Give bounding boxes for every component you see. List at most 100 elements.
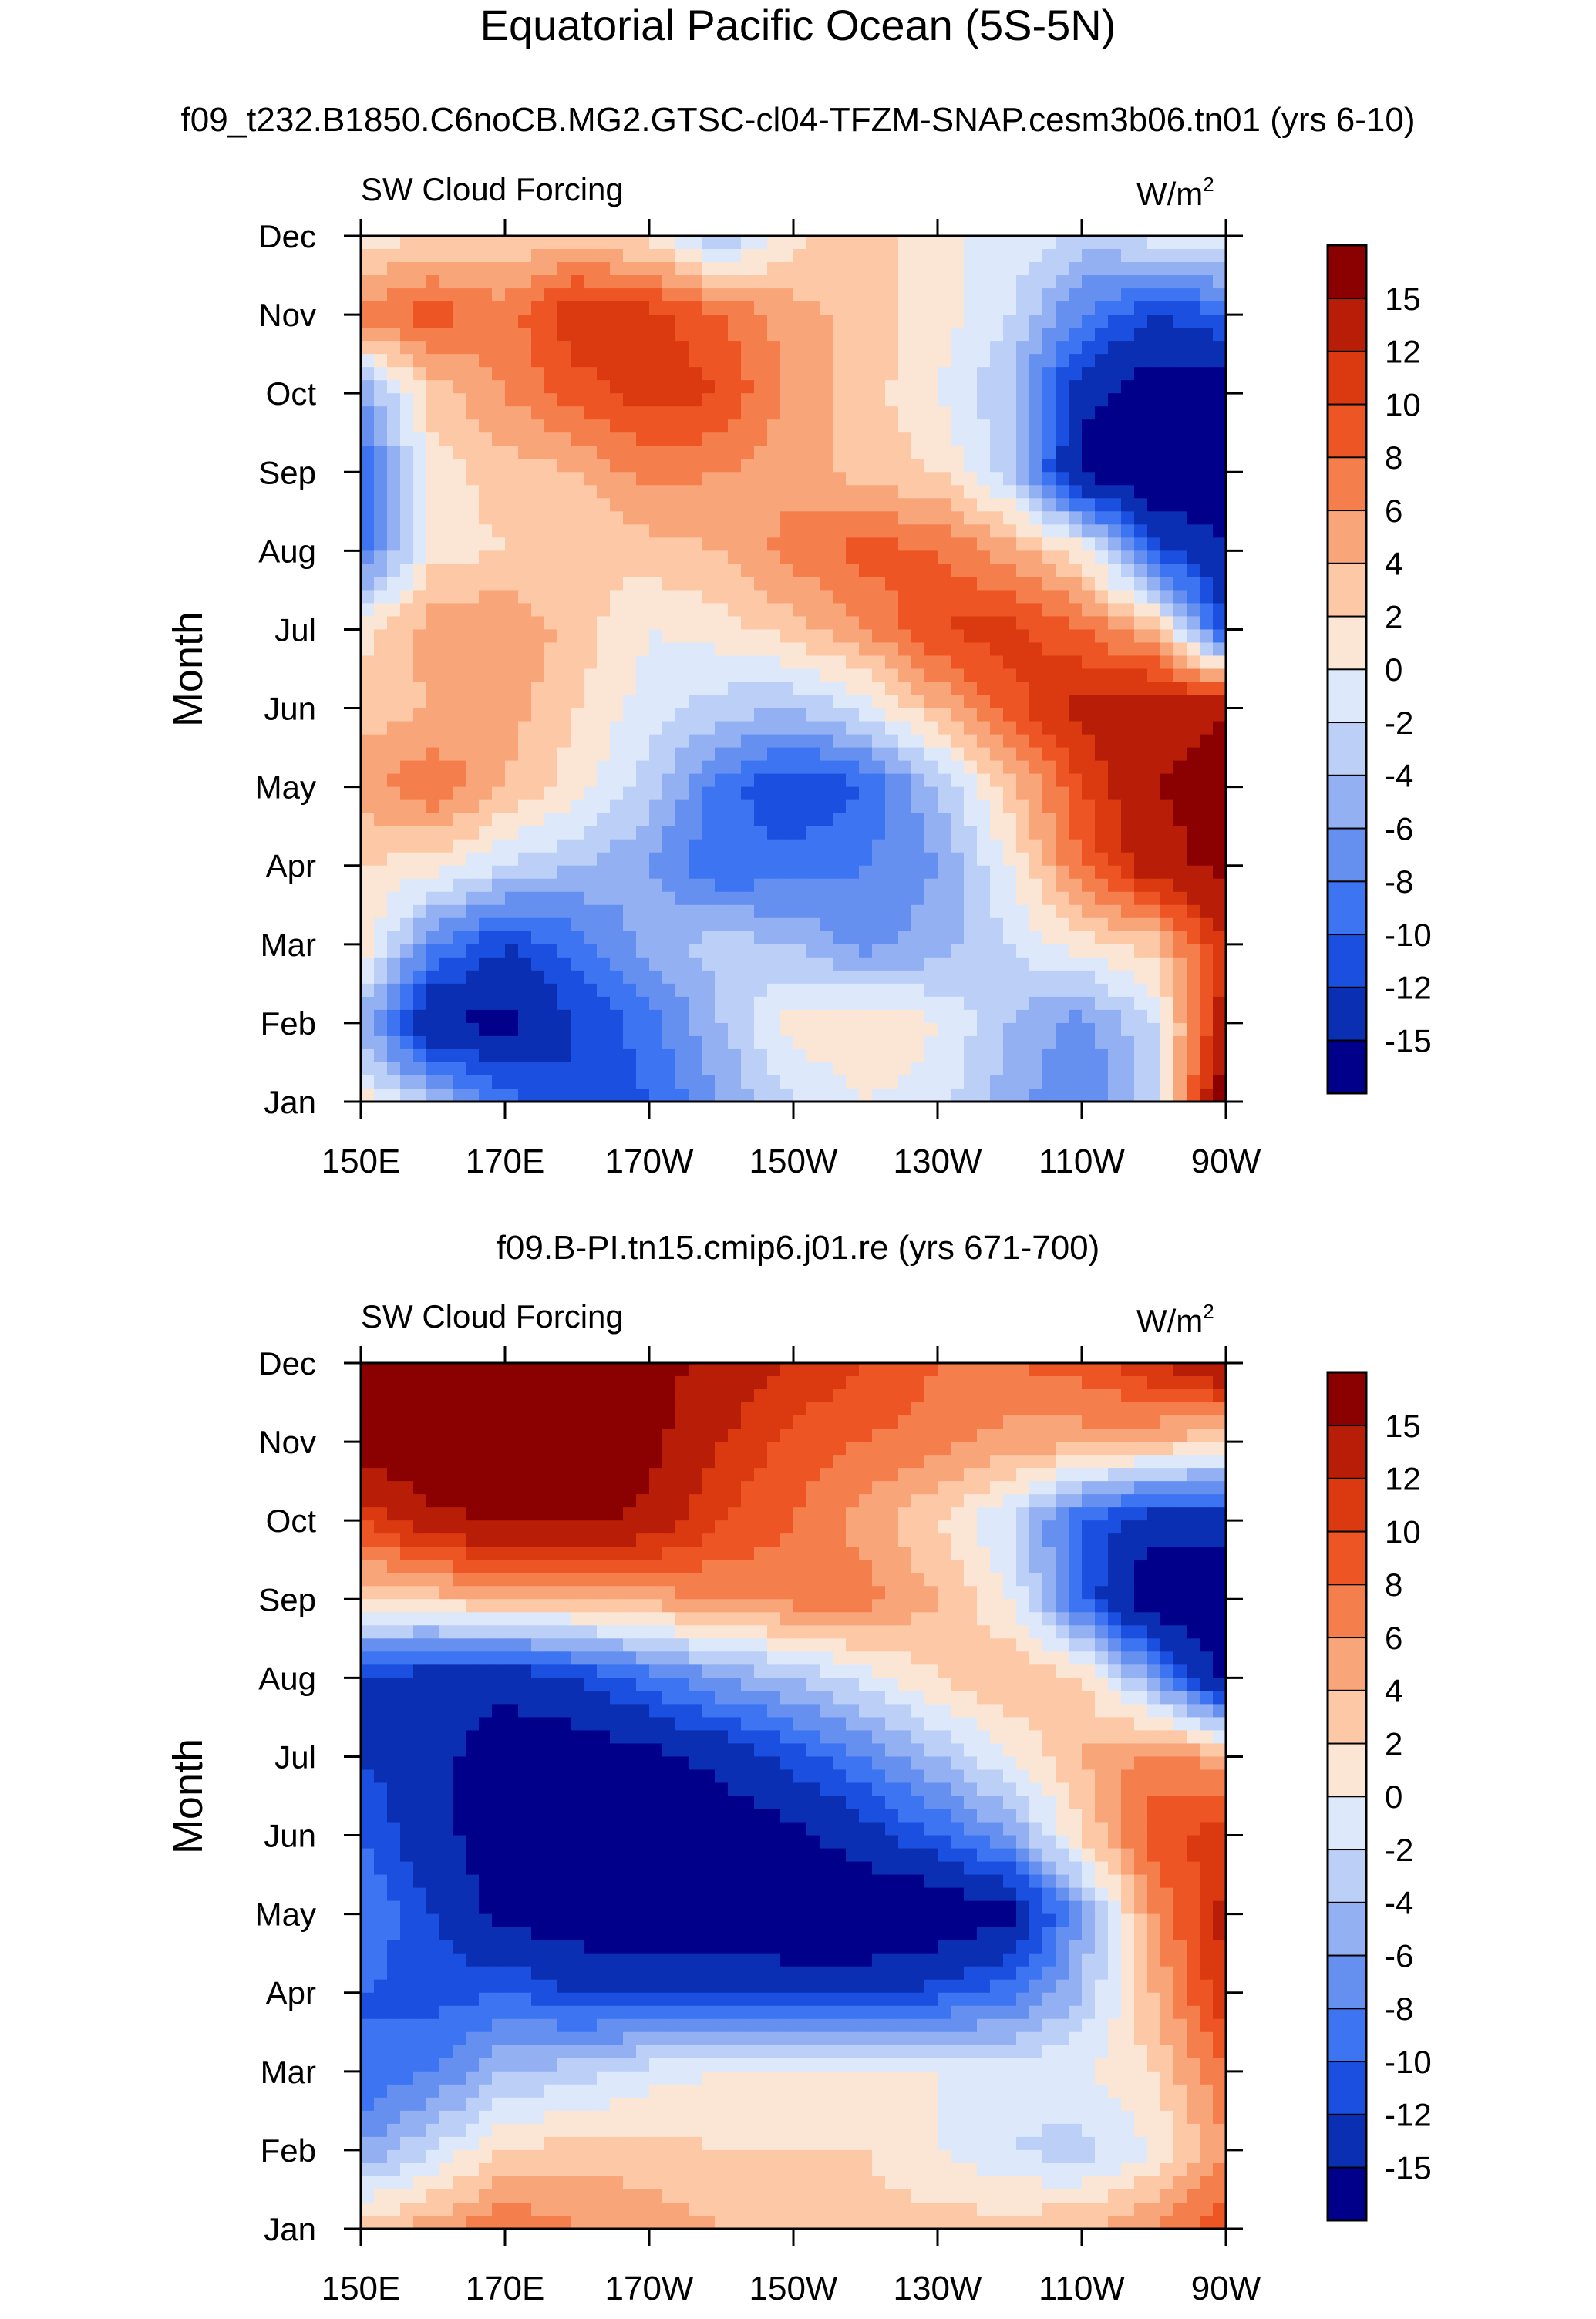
heatmap-cell [951, 891, 965, 906]
heatmap-cell [413, 616, 427, 631]
heatmap-cell [636, 1062, 650, 1076]
heatmap-cell [1029, 485, 1043, 500]
heatmap-cell [924, 760, 938, 775]
heatmap-cell [859, 773, 873, 788]
heatmap-cell [1108, 721, 1122, 735]
heatmap-cell [571, 1402, 584, 1416]
heatmap-cell [1200, 288, 1214, 302]
heatmap-cell [518, 957, 532, 971]
heatmap-cell [1147, 904, 1161, 919]
heatmap-cell [924, 236, 938, 250]
heatmap-cell [846, 852, 860, 867]
colorbar-frame [1326, 244, 1368, 1095]
heatmap-cell [1121, 1035, 1135, 1050]
heatmap-cell [1187, 459, 1200, 473]
heatmap-cell [439, 747, 453, 762]
heatmap-cell [584, 262, 598, 276]
heatmap-cell [924, 629, 938, 644]
heatmap-cell [689, 1075, 702, 1089]
colorbar-box [1327, 350, 1367, 406]
heatmap-cell [806, 393, 820, 407]
heatmap-cell [964, 668, 978, 683]
heatmap-cell [426, 760, 440, 775]
heatmap-cell [649, 367, 663, 381]
heatmap-cell [1016, 432, 1030, 447]
heatmap-cell [806, 577, 820, 591]
heatmap-cell [1056, 485, 1069, 500]
heatmap-cell [361, 393, 375, 407]
heatmap-cell [806, 590, 820, 604]
heatmap-cell [1003, 1455, 1017, 1469]
heatmap-cell [623, 904, 637, 919]
heatmap-cell [531, 498, 545, 513]
heatmap-cell [938, 1022, 951, 1037]
heatmap-cell [990, 380, 1004, 394]
heatmap-cell [531, 1022, 545, 1037]
heatmap-cell [1160, 275, 1174, 289]
heatmap-cell [1200, 1455, 1214, 1469]
heatmap-cell [387, 1389, 401, 1403]
heatmap-cell [1160, 917, 1174, 932]
heatmap-cell [1082, 577, 1096, 591]
heatmap-cell [426, 655, 440, 670]
heatmap-cell [741, 1062, 755, 1076]
heatmap-cell [977, 446, 991, 460]
heatmap-cell [1173, 472, 1187, 486]
heatmap-cell [990, 734, 1004, 749]
heatmap-cell [413, 1022, 427, 1037]
heatmap-cell [1042, 472, 1056, 486]
heatmap-cell [820, 472, 833, 486]
heatmap-cell [584, 799, 598, 814]
heatmap-cell [479, 1455, 493, 1469]
heatmap-cell [387, 616, 401, 631]
heatmap-cell [702, 931, 716, 945]
heatmap-cell [728, 485, 742, 500]
heatmap-cell [767, 485, 781, 500]
heatmap-cell [374, 1062, 388, 1076]
heatmap-cell [466, 1442, 480, 1456]
heatmap-cell [610, 878, 624, 893]
heatmap-cell [1213, 262, 1227, 276]
heatmap-cell [439, 459, 453, 473]
heatmap-cell [793, 1062, 807, 1076]
heatmap-cell [1108, 1062, 1122, 1076]
heatmap-cell [1095, 1363, 1109, 1377]
heatmap-cell [466, 957, 480, 971]
heatmap-cell [806, 275, 820, 289]
heatmap-cell [1016, 275, 1030, 289]
heatmap-cell [702, 432, 716, 447]
colorbar-label: 2 [1385, 598, 1402, 634]
heatmap-cell [1200, 773, 1214, 788]
heatmap-cell [1069, 537, 1083, 552]
heatmap-cell [793, 393, 807, 407]
heatmap-cell [846, 537, 860, 552]
heatmap-cell [492, 1429, 506, 1442]
heatmap-cell [623, 446, 637, 460]
heatmap-cell [649, 760, 663, 775]
heatmap-cell [951, 786, 965, 801]
heatmap-cell [715, 917, 729, 932]
heatmap-cell [741, 524, 755, 539]
heatmap-cell [872, 1363, 886, 1377]
heatmap-cell [466, 301, 480, 315]
heatmap-cell [374, 1009, 388, 1024]
heatmap-cell [898, 1442, 912, 1456]
heatmap-cell [531, 275, 545, 289]
heatmap-cell [833, 1442, 847, 1456]
heatmap-cell [924, 1376, 938, 1390]
heatmap-cell [1082, 1389, 1096, 1403]
heatmap-cell [898, 616, 912, 631]
heatmap-cell [1095, 328, 1109, 342]
heatmap-cell [1200, 1062, 1214, 1076]
heatmap-cell [885, 852, 899, 867]
heatmap-cell [1187, 668, 1200, 683]
heatmap-cell [1187, 511, 1200, 526]
heatmap-cell [767, 315, 781, 328]
heatmap-cell [754, 301, 768, 315]
heatmap-cell [610, 537, 624, 552]
heatmap-cell [571, 891, 584, 906]
heatmap-cell [741, 708, 755, 722]
heatmap-cell [1160, 642, 1174, 657]
heatmap-cell [374, 262, 388, 276]
heatmap-cell [689, 747, 702, 762]
